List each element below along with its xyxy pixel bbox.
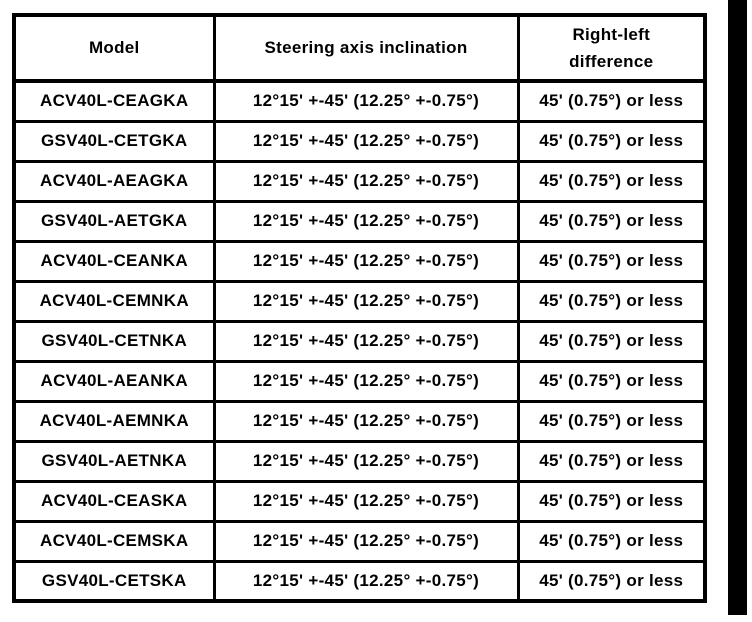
table-row: GSV40L-CETSKA 12°15' +-45' (12.25° +-0.7… [12,559,707,603]
table-row: GSV40L-AETGKA 12°15' +-45' (12.25° +-0.7… [12,199,707,243]
inclination-cell: 12°15' +-45' (12.25° +-0.75°) [212,79,520,123]
inclination-cell: 12°15' +-45' (12.25° +-0.75°) [212,199,520,243]
model-cell: GSV40L-AETNKA [12,439,216,483]
inclination-cell: 12°15' +-45' (12.25° +-0.75°) [212,239,520,283]
table-row: ACV40L-AEANKA 12°15' +-45' (12.25° +-0.7… [12,359,707,403]
difference-cell: 45' (0.75°) or less [516,559,707,603]
table-row: ACV40L-AEMNKA 12°15' +-45' (12.25° +-0.7… [12,399,707,443]
scan-edge-bar [728,0,747,615]
difference-cell: 45' (0.75°) or less [516,199,707,243]
col-header-difference: Right-left difference [516,13,707,83]
model-cell: GSV40L-CETNKA [12,319,216,363]
model-cell: GSV40L-CETGKA [12,119,216,163]
table-row: ACV40L-AEAGKA 12°15' +-45' (12.25° +-0.7… [12,159,707,203]
table-row: GSV40L-AETNKA 12°15' +-45' (12.25° +-0.7… [12,439,707,483]
difference-cell: 45' (0.75°) or less [516,279,707,323]
difference-cell: 45' (0.75°) or less [516,239,707,283]
inclination-cell: 12°15' +-45' (12.25° +-0.75°) [212,319,520,363]
model-cell: ACV40L-AEAGKA [12,159,216,203]
inclination-cell: 12°15' +-45' (12.25° +-0.75°) [212,399,520,443]
col-header-inclination: Steering axis inclination [212,13,520,83]
col-header-model-label: Model [88,38,140,58]
model-cell: ACV40L-CEASKA [12,479,216,523]
table-row: ACV40L-CEANKA 12°15' +-45' (12.25° +-0.7… [12,239,707,283]
table-row: GSV40L-CETGKA 12°15' +-45' (12.25° +-0.7… [12,119,707,163]
model-cell: ACV40L-CEMNKA [12,279,216,323]
col-header-inclination-label: Steering axis inclination [264,38,468,58]
table-row: ACV40L-CEMSKA 12°15' +-45' (12.25° +-0.7… [12,519,707,563]
model-cell: ACV40L-AEANKA [12,359,216,403]
table-row: GSV40L-CETNKA 12°15' +-45' (12.25° +-0.7… [12,319,707,363]
inclination-cell: 12°15' +-45' (12.25° +-0.75°) [212,559,520,603]
model-cell: GSV40L-AETGKA [12,199,216,243]
model-cell: ACV40L-CEAGKA [12,79,216,123]
difference-cell: 45' (0.75°) or less [516,439,707,483]
difference-cell: 45' (0.75°) or less [516,319,707,363]
col-header-model: Model [12,13,216,83]
inclination-cell: 12°15' +-45' (12.25° +-0.75°) [212,359,520,403]
table-row: ACV40L-CEMNKA 12°15' +-45' (12.25° +-0.7… [12,279,707,323]
inclination-cell: 12°15' +-45' (12.25° +-0.75°) [212,479,520,523]
inclination-cell: 12°15' +-45' (12.25° +-0.75°) [212,519,520,563]
inclination-cell: 12°15' +-45' (12.25° +-0.75°) [212,159,520,203]
steering-axis-inclination-table: Model Steering axis inclination Right-le… [12,13,707,603]
difference-cell: 45' (0.75°) or less [516,119,707,163]
difference-cell: 45' (0.75°) or less [516,359,707,403]
table-row: ACV40L-CEAGKA 12°15' +-45' (12.25° +-0.7… [12,79,707,123]
inclination-cell: 12°15' +-45' (12.25° +-0.75°) [212,279,520,323]
difference-cell: 45' (0.75°) or less [516,159,707,203]
model-cell: ACV40L-CEANKA [12,239,216,283]
difference-cell: 45' (0.75°) or less [516,519,707,563]
header-row: Model Steering axis inclination Right-le… [12,13,707,83]
difference-cell: 45' (0.75°) or less [516,79,707,123]
difference-cell: 45' (0.75°) or less [516,399,707,443]
inclination-cell: 12°15' +-45' (12.25° +-0.75°) [212,439,520,483]
model-cell: GSV40L-CETSKA [12,559,216,603]
table-row: ACV40L-CEASKA 12°15' +-45' (12.25° +-0.7… [12,479,707,523]
inclination-cell: 12°15' +-45' (12.25° +-0.75°) [212,119,520,163]
model-cell: ACV40L-AEMNKA [12,399,216,443]
difference-cell: 45' (0.75°) or less [516,479,707,523]
model-cell: ACV40L-CEMSKA [12,519,216,563]
col-header-difference-label: Right-left difference [569,24,654,71]
